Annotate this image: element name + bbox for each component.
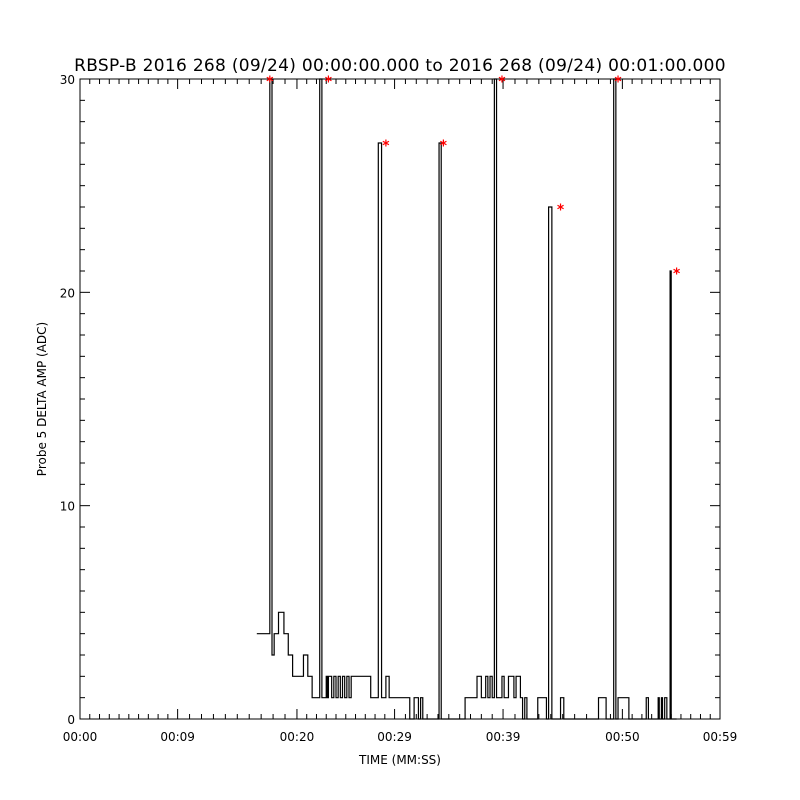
- series-group: [256, 78, 677, 720]
- peak-marker: [382, 139, 390, 147]
- x-axis-label: TIME (MM:SS): [358, 753, 441, 767]
- series-line: [256, 78, 677, 720]
- peak-marker: [266, 75, 274, 83]
- y-tick-label: 10: [60, 500, 75, 514]
- x-tick-label: 00:39: [486, 730, 521, 744]
- peak-markers: [266, 75, 680, 275]
- peak-marker: [440, 139, 447, 147]
- x-tick-label: 00:20: [280, 730, 315, 744]
- y-tick-label: 30: [60, 73, 75, 87]
- y-axis-label: Probe 5 DELTA AMP (ADC): [35, 322, 49, 476]
- axis-ticks: [79, 78, 721, 720]
- y-tick-label: 0: [67, 713, 75, 727]
- x-tick-label: 00:00: [63, 730, 98, 744]
- y-tick-labels: 0 10 20 30: [60, 73, 75, 727]
- x-tick-label: 00:59: [703, 730, 738, 744]
- peak-marker: [325, 75, 332, 83]
- peak-marker: [673, 267, 680, 275]
- x-tick-labels: 00:00 00:09 00:20 00:29 00:39 00:50 00:59: [63, 730, 738, 744]
- x-tick-label: 00:50: [605, 730, 640, 744]
- plot-frame: [79, 78, 721, 720]
- peak-marker: [557, 203, 564, 211]
- peak-marker: [498, 75, 506, 83]
- chart-title: RBSP-B 2016 268 (09/24) 00:00:00.000 to …: [74, 56, 726, 76]
- y-tick-label: 20: [60, 286, 75, 300]
- x-tick-label: 00:29: [377, 730, 412, 744]
- peak-marker: [614, 75, 622, 83]
- x-tick-label: 00:09: [160, 730, 195, 744]
